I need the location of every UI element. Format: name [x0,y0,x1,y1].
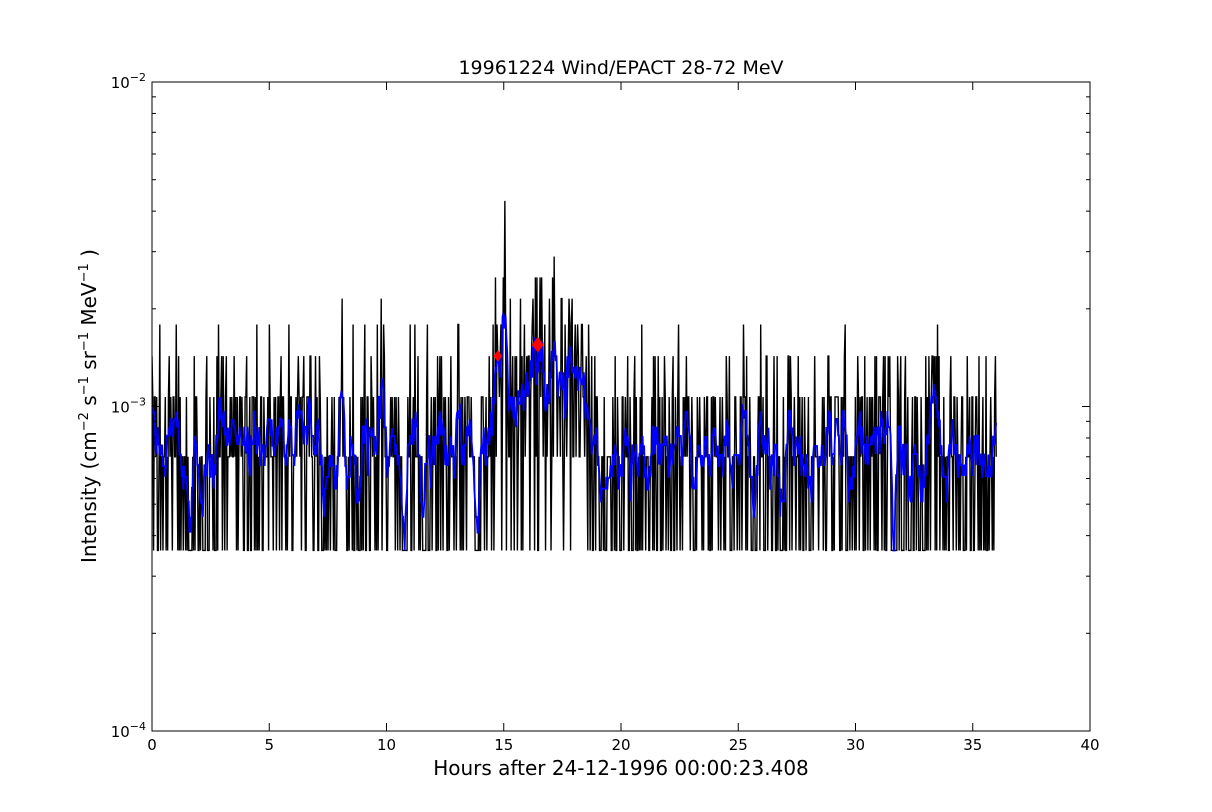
y-label-s: s [77,395,101,412]
x-tick-label: 20 [611,736,630,754]
y-label-sr: sr [77,350,101,376]
y-tick-label: 10−3 [111,396,146,417]
x-tick-label: 10 [377,736,396,754]
y-tick-label: 10−4 [111,720,146,741]
y-tick-label: 10−2 [111,71,146,92]
smoothed-intensity-line [152,312,998,552]
chart-title: 19961224 Wind/EPACT 28-72 MeV [458,57,783,79]
x-tick-label: 15 [494,736,513,754]
raw-intensity-line [152,200,997,552]
y-label-suffix: ) [77,249,101,263]
y-label-exp-2: −1 [77,376,92,395]
y-axis-label: Intensity (cm−2 s−1 sr−1 MeV−1 ) [77,249,101,563]
y-label-mev: MeV [77,282,101,332]
x-tick-label: 30 [846,736,865,754]
plot-data-layer [152,200,998,552]
x-tick-label: 40 [1080,736,1099,754]
y-tick-exp: −2 [130,71,146,84]
y-label-prefix: Intensity (cm [77,431,101,563]
y-label-exp-1: −2 [77,412,92,431]
x-tick-label: 0 [147,736,157,754]
y-label-exp-3: −1 [77,332,92,351]
x-tick-label: 5 [264,736,274,754]
y-label-exp-4: −1 [77,263,92,282]
y-tick-base: 10 [111,399,130,417]
x-tick-label: 25 [729,736,748,754]
y-tick-base: 10 [111,74,130,92]
onset-marker [493,350,503,362]
onset-marker [531,336,544,353]
x-axis-label: Hours after 24-12-1996 00:00:23.408 [433,756,809,780]
y-tick-base: 10 [111,723,130,741]
y-tick-exp: −3 [130,396,146,409]
x-tick-label: 35 [963,736,982,754]
y-tick-exp: −4 [130,720,146,733]
